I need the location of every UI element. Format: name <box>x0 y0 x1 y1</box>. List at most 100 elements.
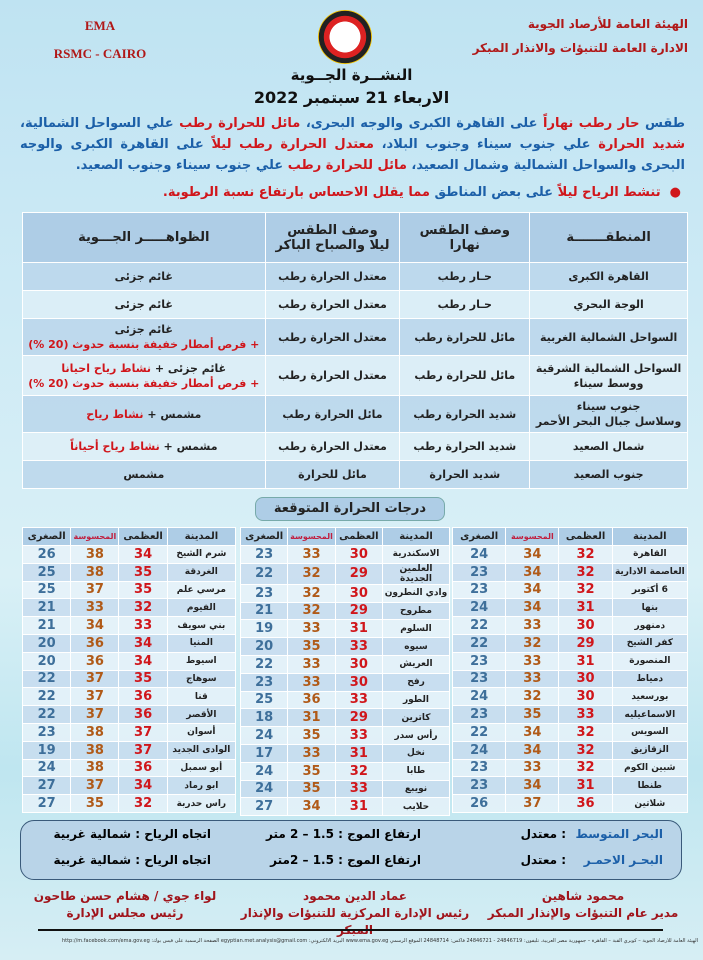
text-segment: مما يقلل الاحساس بارتفاع نسبة الرطوبة. <box>162 185 430 200</box>
city: الاسكندرية <box>381 545 451 564</box>
max-temp: 35 <box>118 669 168 689</box>
table-row: الوادى الجديد 37 38 19 <box>21 740 237 760</box>
text-segment: مشمس + <box>143 407 202 421</box>
city: مطروح <box>381 601 451 621</box>
min-temp: 22 <box>21 687 72 707</box>
column-header: المدينة <box>166 527 237 546</box>
ema-logo <box>318 10 372 64</box>
min-temp: 20 <box>21 651 72 671</box>
city: رأس سدر <box>381 726 451 745</box>
sea-state: : معتدل <box>520 853 566 867</box>
rsmc-text: RSMC - CAIRO <box>53 46 147 61</box>
wind-direction: اتجاه الرياح : شمالية غربية <box>53 827 212 841</box>
city: أسوان <box>166 722 237 742</box>
feels-like: 32 <box>287 601 336 621</box>
max-temp: 31 <box>558 651 613 671</box>
feels-like: 33 <box>287 672 336 692</box>
cell-night: معتدل الحرارة رطب <box>264 432 401 461</box>
table-row: شمال الصعيد شديد الحرارة رطب معتدل الحرارة… <box>22 432 688 461</box>
feels-like: 37 <box>70 705 120 724</box>
text-segment: + فرص أمطار خفيفة بنسبة حدوث (20 %) <box>28 338 260 351</box>
cell-phenomena: غائم جزئى + فرص أمطار خفيفة بنسبة حدوث (… <box>22 318 266 356</box>
table-row: الوجة البحري حـار رطب معتدل الحرارة رطب غائ… <box>22 290 688 319</box>
feels-like: 33 <box>505 669 560 689</box>
max-temp: 30 <box>558 669 613 689</box>
min-temp: 21 <box>21 598 72 618</box>
min-temp: 27 <box>21 776 72 796</box>
table-row: الطور 33 36 25 <box>239 690 451 710</box>
text-segment: غائم جزئى <box>114 298 173 311</box>
text-segment: نشاط رياح <box>86 407 144 421</box>
max-temp: 32 <box>334 761 383 781</box>
wind-note: ● تنشط الرياح ليلاً على بعض المناطق مما … <box>21 185 681 200</box>
ema-label: EMA RSMC - CAIRO <box>30 12 170 68</box>
cell-night: معتدل الحرارة رطب <box>264 355 401 396</box>
table-row: دمنهور 30 33 22 <box>451 616 689 635</box>
cell-night: معتدل الحرارة رطب <box>264 318 401 356</box>
table-row: شرم الشيخ 34 38 26 <box>21 545 237 564</box>
table-row: سوهاج 35 37 22 <box>21 669 237 689</box>
table-row: المنصورة 31 33 23 <box>451 651 689 671</box>
city: الأقصر <box>166 705 237 724</box>
table-row: قنا 36 37 22 <box>21 687 237 707</box>
max-temp: 33 <box>334 637 383 656</box>
feels-like: 37 <box>70 776 120 796</box>
min-temp: 26 <box>451 794 507 813</box>
feels-like: 31 <box>287 708 336 728</box>
wind-direction: اتجاه الرياح : شمالية غربية <box>53 853 212 867</box>
feels-like: 33 <box>287 619 336 639</box>
cell-region: القاهرة الكبرى <box>529 262 688 291</box>
text-segment: على القاهرة الكبرى والوجه البحرى والسواح… <box>20 137 685 173</box>
max-temp: 34 <box>118 545 168 564</box>
table-row: ابو رماد 34 37 27 <box>21 776 237 796</box>
city: وادي النطرون <box>381 583 451 603</box>
feels-like: 32 <box>505 633 560 653</box>
min-temp: 24 <box>21 758 72 778</box>
table-row: العاصمة الادارية 32 34 23 <box>451 562 689 582</box>
feels-like: 34 <box>505 740 560 760</box>
city: 6 أكتوبر <box>611 580 689 600</box>
table-row: المنيا 34 36 20 <box>21 633 237 653</box>
min-temp: 23 <box>21 722 72 742</box>
feels-like: 34 <box>505 722 560 742</box>
table-row: كاترين 29 31 18 <box>239 708 451 728</box>
city: راس حدربة <box>166 794 237 813</box>
city: السويس <box>611 722 689 742</box>
footer-contact: الهيئة العامة للأرصاد الجوية – كوبري الق… <box>61 938 698 944</box>
min-temp: 21 <box>21 616 72 635</box>
max-temp: 30 <box>334 672 383 692</box>
table-row: حلايب 31 34 27 <box>239 797 451 817</box>
max-temp: 29 <box>334 601 383 621</box>
table-row: 6 أكتوبر 32 34 23 <box>451 580 689 600</box>
city: مرسي علم <box>166 580 237 600</box>
signature-forecast-director: محمود شاهين مدير عام التنبؤات والإنذار ا… <box>478 888 688 922</box>
max-temp: 32 <box>558 722 613 742</box>
text-segment: نشاط رياح احيانا <box>61 361 152 375</box>
city: طابا <box>381 761 451 781</box>
city: قنا <box>166 687 237 707</box>
max-temp: 29 <box>334 562 383 585</box>
max-temp: 33 <box>334 690 383 710</box>
city: الطور <box>381 690 451 710</box>
min-temp: 25 <box>21 562 72 582</box>
text-segment: مائل للحرارة رطب <box>179 116 301 131</box>
feels-like: 32 <box>505 687 560 707</box>
city: القاهرة <box>611 545 689 564</box>
cell-region: السواحل الشمالية الغربية <box>529 318 688 356</box>
text-segment: على القاهرة الكبرى والوجه البحرى، <box>300 116 543 131</box>
min-temp: 23 <box>451 669 507 689</box>
text-segment: علي جنوب سيناء وجنوب البلاد، <box>373 137 599 152</box>
column-header: المنطقـــــــة <box>529 212 688 263</box>
temperature-table: المدينة العظمى المحسوسة الصغرى القاهرة 32 34 24… <box>451 527 689 813</box>
max-temp: 33 <box>334 779 383 799</box>
max-temp: 30 <box>334 545 383 564</box>
min-temp: 23 <box>239 583 289 603</box>
feels-like: 33 <box>287 743 336 763</box>
table-row: جنوب سيناء وسلاسل جبال البحر الأحمر شديد … <box>22 395 688 433</box>
feels-like: 34 <box>70 616 120 635</box>
min-temp: 23 <box>451 562 507 582</box>
min-temp: 23 <box>451 758 507 778</box>
bulletin-date: الاربعاء 21 سبتمبر 2022 <box>253 88 450 107</box>
min-temp: 22 <box>21 669 72 689</box>
column-header: العظمى <box>558 527 613 546</box>
